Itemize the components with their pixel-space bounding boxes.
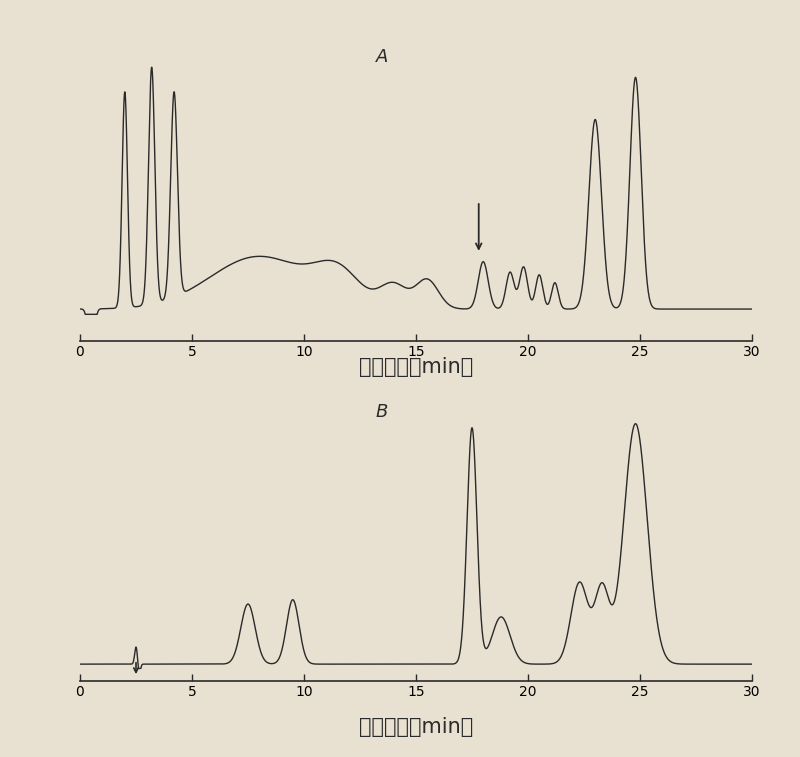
Text: 保留时间（min）: 保留时间（min）	[359, 717, 473, 737]
Text: B: B	[376, 403, 388, 421]
Text: A: A	[376, 48, 388, 66]
Text: 保留时间（min）: 保留时间（min）	[359, 357, 473, 377]
